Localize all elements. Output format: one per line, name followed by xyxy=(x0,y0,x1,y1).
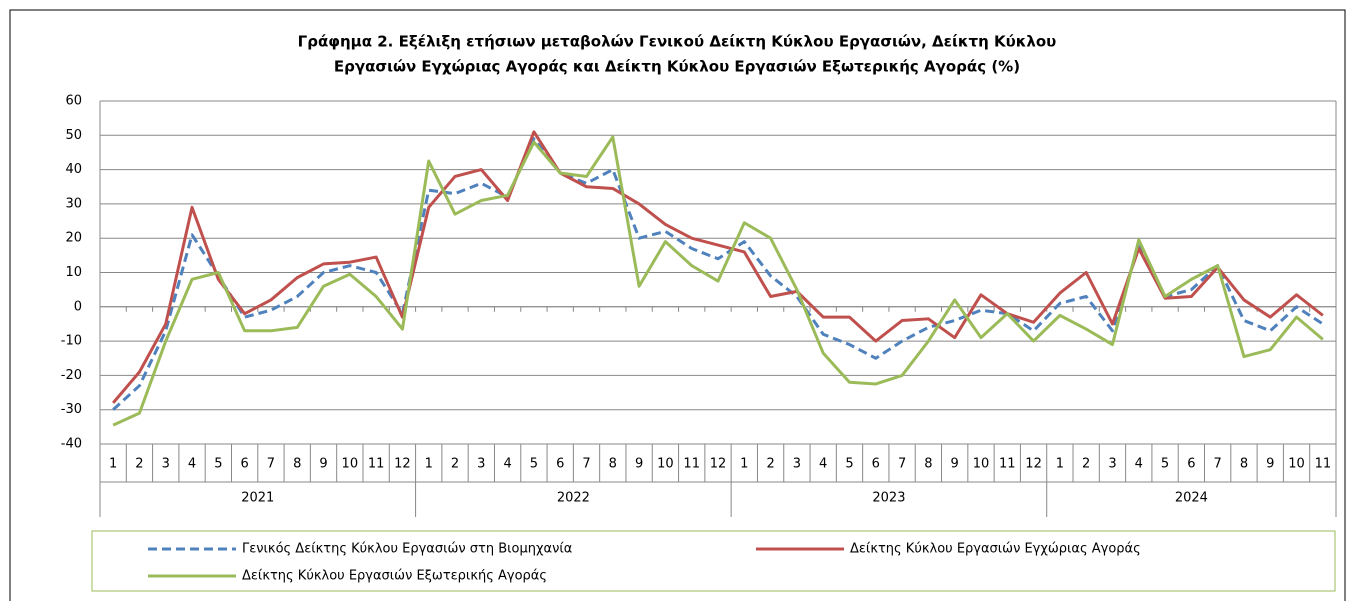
x-tick-label: 5 xyxy=(214,457,222,472)
y-tick-label: -20 xyxy=(61,368,82,383)
y-tick-label: 50 xyxy=(65,128,82,143)
x-tick-label: 2 xyxy=(135,457,143,472)
y-tick-label: -40 xyxy=(61,437,82,452)
x-tick-label: 10 xyxy=(1288,457,1305,472)
x-tick-label: 7 xyxy=(582,457,590,472)
x-tick-label: 6 xyxy=(240,457,248,472)
x-tick-label: 3 xyxy=(477,457,485,472)
x-tick-label: 7 xyxy=(898,457,906,472)
y-tick-label: 10 xyxy=(65,265,82,280)
x-tick-label: 3 xyxy=(162,457,170,472)
x-tick-label: 11 xyxy=(683,457,700,472)
y-tick-label: 20 xyxy=(65,231,82,246)
x-tick-label: 10 xyxy=(657,457,674,472)
group-label: 2023 xyxy=(872,491,905,506)
series-line xyxy=(112,130,1324,404)
x-tick-label: 8 xyxy=(924,457,932,472)
x-tick-label: 5 xyxy=(1161,457,1169,472)
x-tick-label: 1 xyxy=(1056,457,1064,472)
x-tick-label: 7 xyxy=(267,457,275,472)
x-tick-label: 8 xyxy=(609,457,617,472)
x-tick-label: 6 xyxy=(1187,457,1195,472)
x-tick-label: 10 xyxy=(973,457,990,472)
x-tick-label: 5 xyxy=(530,457,538,472)
y-tick-label: 60 xyxy=(65,94,82,109)
legend-box xyxy=(91,530,1336,592)
x-tick-label: 8 xyxy=(1240,457,1248,472)
x-tick-label: 4 xyxy=(819,457,827,472)
x-tick-label: 1 xyxy=(740,457,748,472)
x-tick-label: 2 xyxy=(451,457,459,472)
x-tick-label: 12 xyxy=(1025,457,1042,472)
x-tick-label: 9 xyxy=(319,457,327,472)
y-tick-label: 0 xyxy=(74,299,82,314)
x-tick-label: 6 xyxy=(872,457,880,472)
x-tick-label: 11 xyxy=(1315,457,1332,472)
x-tick-label: 5 xyxy=(845,457,853,472)
x-tick-label: 9 xyxy=(951,457,959,472)
x-tick-label: 3 xyxy=(1108,457,1116,472)
x-tick-label: 3 xyxy=(793,457,801,472)
chart-title: Γράφημα 2. Εξέλιξη ετήσιων μεταβολών Γεν… xyxy=(298,33,1057,51)
chart-border xyxy=(9,9,1346,601)
x-tick-label: 6 xyxy=(556,457,564,472)
y-tick-label: 30 xyxy=(65,196,82,211)
x-tick-label: 8 xyxy=(293,457,301,472)
x-tick-label: 1 xyxy=(425,457,433,472)
series-line xyxy=(112,137,1324,411)
legend-label: Δείκτης Κύκλου Εργασιών Εγχώριας Αγοράς xyxy=(850,542,1141,557)
x-tick-label: 10 xyxy=(342,457,359,472)
legend-label: Γενικός Δείκτης Κύκλου Εργασιών στη Βιομ… xyxy=(242,542,572,557)
x-tick-label: 12 xyxy=(710,457,727,472)
group-label: 2021 xyxy=(241,491,274,506)
x-tick-label: 11 xyxy=(368,457,385,472)
y-tick-label: -10 xyxy=(61,334,82,349)
x-tick-label: 4 xyxy=(503,457,511,472)
x-tick-label: 11 xyxy=(999,457,1016,472)
x-tick-label: 2 xyxy=(1082,457,1090,472)
series-line xyxy=(112,135,1324,427)
legend-label: Δείκτης Κύκλου Εργασιών Εξωτερικής Αγορά… xyxy=(242,569,547,584)
y-tick-label: 40 xyxy=(65,162,82,177)
x-tick-label: 4 xyxy=(1135,457,1143,472)
chart-title: Εργασιών Εγχώριας Αγοράς και Δείκτη Κύκλ… xyxy=(334,58,1020,76)
x-tick-label: 9 xyxy=(635,457,643,472)
x-tick-label: 4 xyxy=(188,457,196,472)
x-tick-label: 7 xyxy=(1214,457,1222,472)
x-tick-label: 1 xyxy=(109,457,117,472)
y-tick-label: -30 xyxy=(61,402,82,417)
x-tick-label: 12 xyxy=(394,457,411,472)
x-tick-label: 9 xyxy=(1266,457,1274,472)
group-label: 2022 xyxy=(557,491,590,506)
x-tick-label: 2 xyxy=(766,457,774,472)
group-label: 2024 xyxy=(1175,491,1208,506)
